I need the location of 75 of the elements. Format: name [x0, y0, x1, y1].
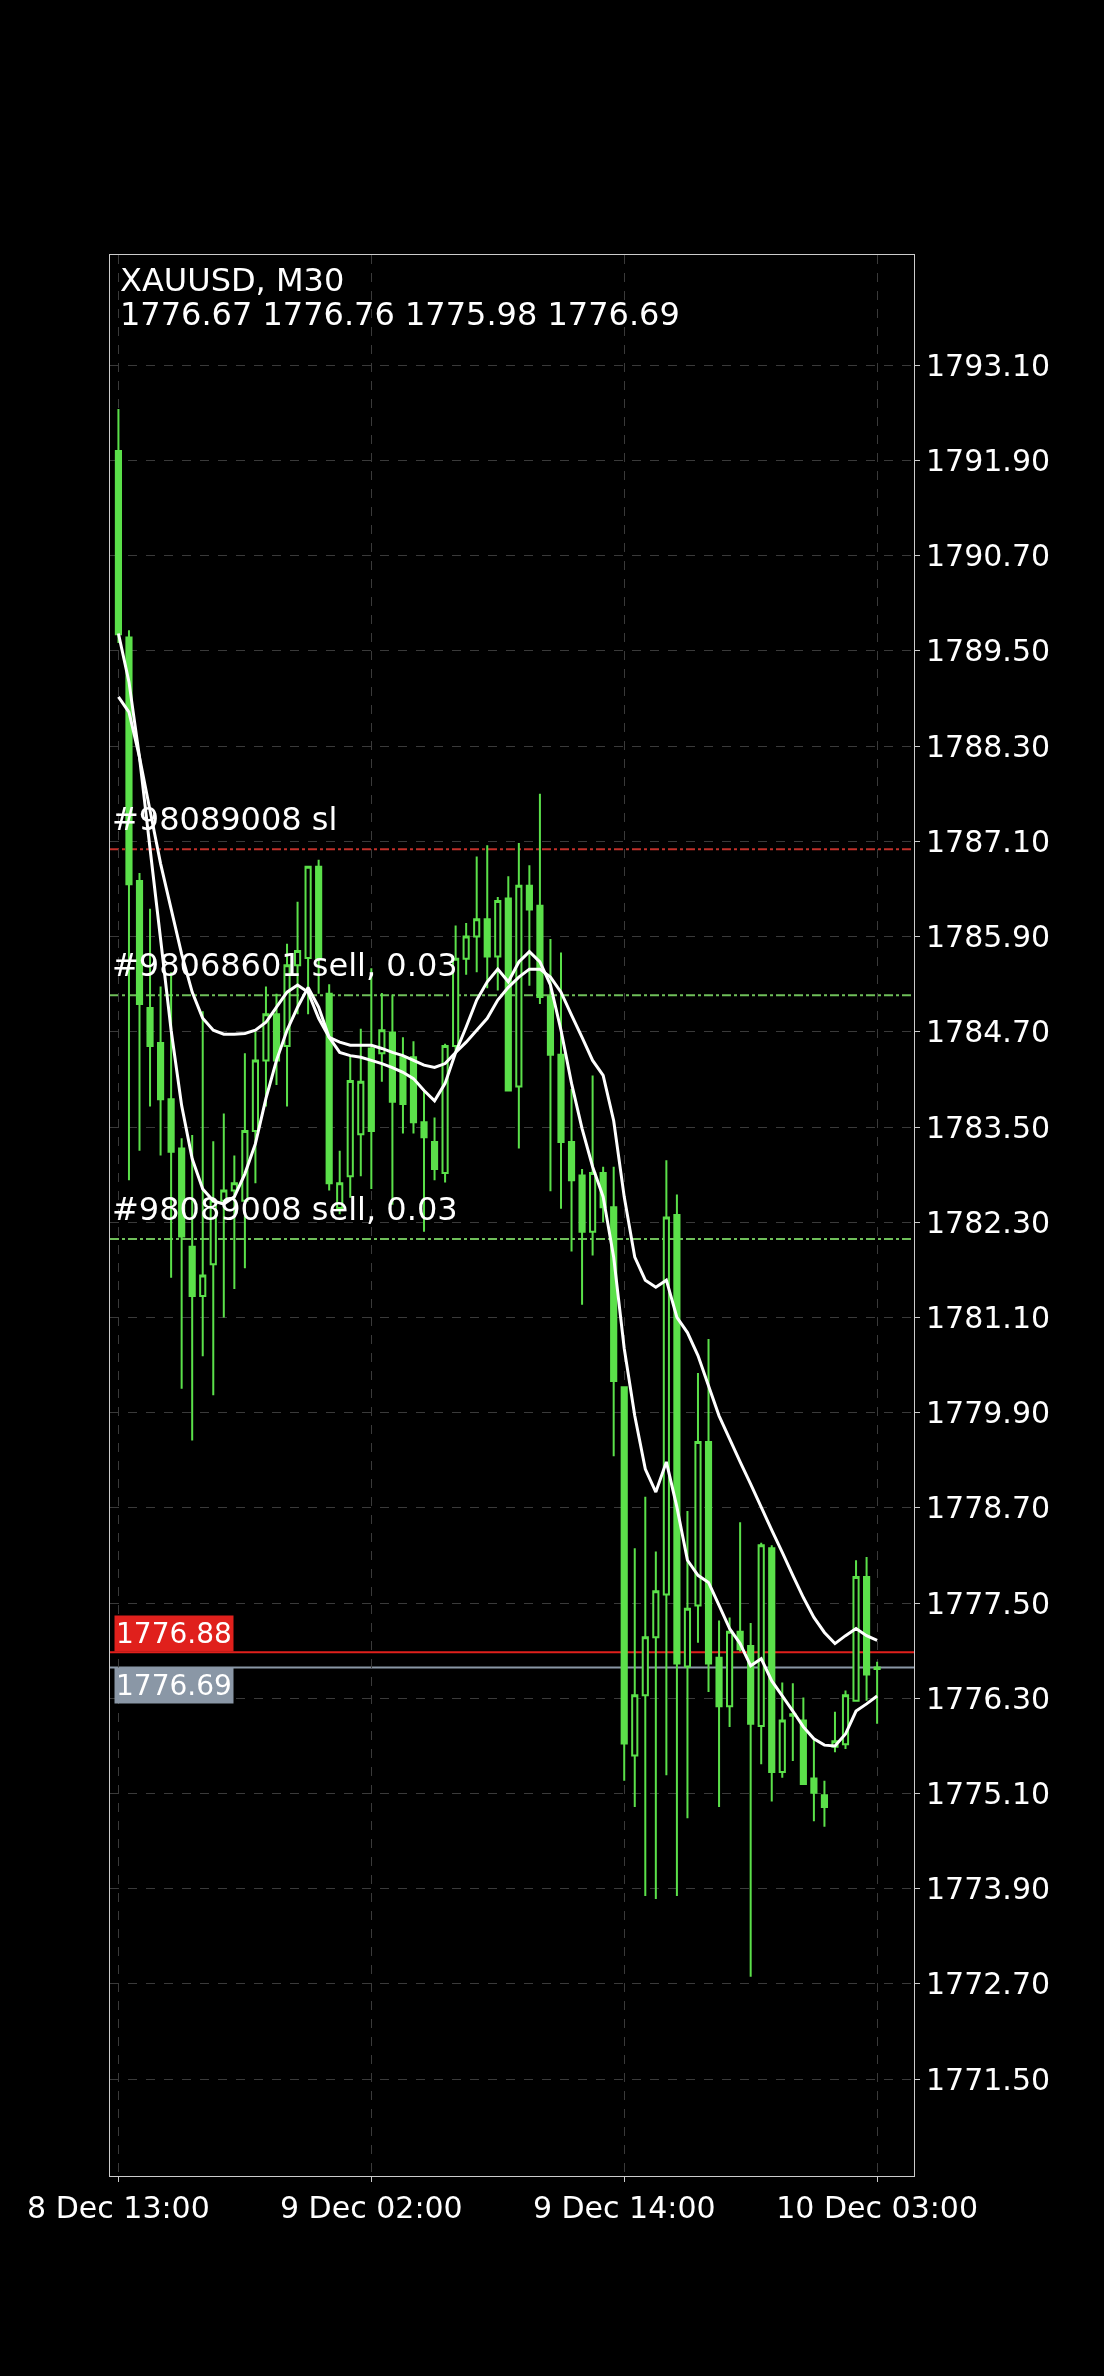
y-tick-label: 1787.10 — [926, 823, 1051, 859]
candlestick — [378, 991, 386, 1083]
y-tick-label: 1773.90 — [926, 1871, 1051, 1907]
candlestick — [536, 792, 544, 1006]
candlestick — [557, 951, 565, 1210]
candlestick — [304, 865, 312, 1016]
candlestick — [863, 1556, 871, 1702]
candlestick — [483, 844, 491, 990]
y-tick-label: 1775.10 — [926, 1776, 1051, 1812]
candlestick — [799, 1696, 807, 1786]
x-tick-label: 9 Dec 14:00 — [532, 2190, 716, 2225]
candlestick — [736, 1521, 744, 1653]
candlestick — [578, 1168, 586, 1306]
candlestick — [114, 407, 123, 645]
candlestick — [747, 1621, 755, 1978]
candlestick — [852, 1559, 860, 1702]
candlestick — [157, 985, 165, 1157]
candlestick — [473, 855, 481, 974]
candlestick — [546, 937, 555, 1193]
candlestick — [399, 1036, 407, 1135]
y-tick-label: 1779.90 — [926, 1395, 1051, 1431]
candlestick — [325, 983, 333, 1192]
y-tick-label: 1793.10 — [926, 347, 1051, 383]
candlestick — [494, 895, 502, 992]
y-tick-label: 1791.90 — [926, 443, 1051, 479]
y-tick-label: 1781.10 — [926, 1299, 1051, 1335]
y-tick-label: 1778.70 — [926, 1490, 1051, 1526]
candlestick — [810, 1737, 818, 1823]
y-tick-label: 1783.50 — [926, 1109, 1051, 1145]
candlestick — [262, 985, 270, 1108]
candlestick — [789, 1682, 797, 1763]
y-tick-label: 1782.30 — [926, 1204, 1051, 1240]
candlestick — [673, 1193, 681, 1897]
y-tick-label: 1785.90 — [926, 919, 1051, 955]
candlestick — [357, 1027, 365, 1178]
y-tick-label: 1771.50 — [926, 2061, 1051, 2097]
candlestick — [610, 1165, 618, 1458]
candlestick — [778, 1681, 786, 1779]
candlestick — [441, 1042, 449, 1184]
y-tick-label: 1772.70 — [926, 1966, 1051, 2002]
candlestick — [620, 1386, 628, 1782]
x-tick-label: 8 Dec 13:00 — [27, 2190, 210, 2225]
x-tick-label: 9 Dec 02:00 — [279, 2190, 463, 2225]
ref-line-label: 1776.69 — [116, 1669, 232, 1702]
candlestick — [409, 1040, 418, 1135]
x-tick-label: 10 Dec 03:00 — [776, 2190, 978, 2225]
candlestick — [768, 1544, 776, 1803]
candlestick — [631, 1547, 639, 1809]
candlestick — [652, 1550, 660, 1901]
candlestick — [873, 1660, 881, 1725]
candlestick — [430, 1116, 439, 1182]
y-tick-label: 1790.70 — [926, 538, 1051, 574]
candlestick — [694, 1372, 702, 1644]
candlestick — [515, 841, 523, 1150]
y-tick-label: 1784.70 — [926, 1014, 1051, 1050]
candlestick — [525, 864, 533, 987]
candlestick — [715, 1619, 723, 1809]
candlestick — [726, 1616, 734, 1728]
candlestick — [641, 1495, 649, 1897]
candlestick — [662, 1159, 670, 1777]
ref-line-label: 1776.88 — [116, 1617, 232, 1650]
candlestick — [251, 1030, 259, 1185]
y-tick-label: 1789.50 — [926, 633, 1051, 669]
candlestick — [272, 992, 281, 1086]
candlestick — [462, 922, 470, 976]
y-tick-label: 1788.30 — [926, 728, 1051, 764]
candlestick — [567, 1087, 576, 1253]
candlestick — [820, 1779, 829, 1828]
y-tick-label: 1777.50 — [926, 1585, 1051, 1621]
y-tick-label: 1776.30 — [926, 1680, 1051, 1716]
candlestick — [683, 1510, 692, 1820]
candlestick — [757, 1541, 765, 1766]
candlestick — [704, 1337, 713, 1693]
candlestick — [589, 1074, 597, 1257]
candlestick — [504, 875, 512, 1092]
